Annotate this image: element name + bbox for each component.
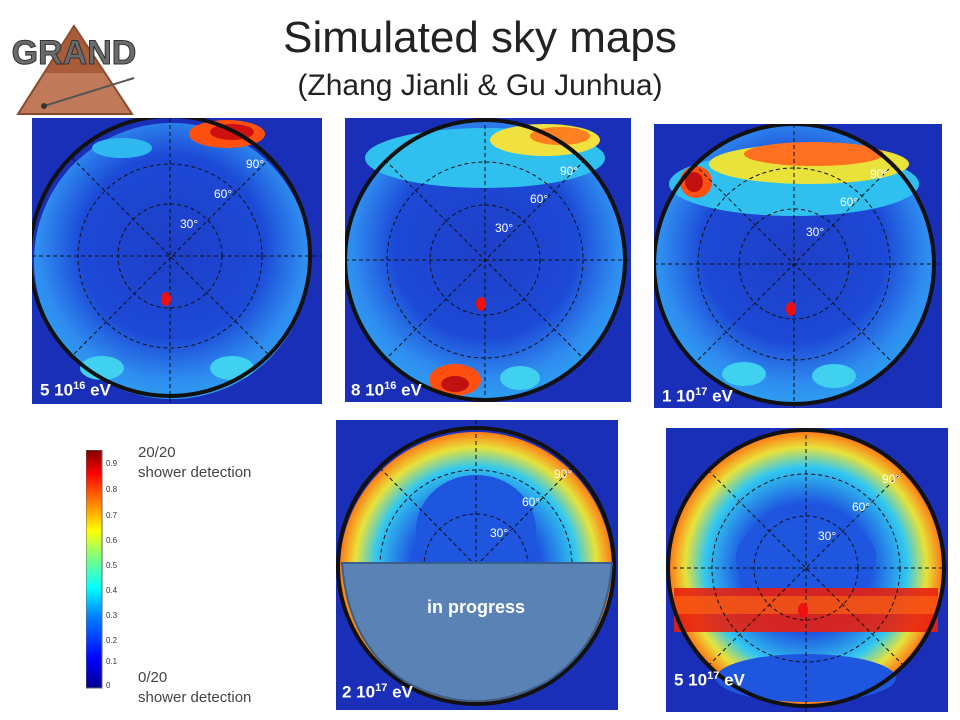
colorbar: 0.9 0.8 0.7 0.6 0.5 0.4 0.3 0.2 0.1 0 [85,449,120,690]
in-progress-overlay [340,562,614,702]
energy-label: 2 1017 eV [342,682,413,702]
colorbar-tick: 0.9 [106,459,118,468]
ring-label-90: 90° [870,167,888,181]
in-progress-label: in progress [427,597,525,617]
colorbar-tick: 0.2 [106,636,118,645]
ring-label-60: 60° [852,500,870,514]
energy-label: 8 1016 eV [351,380,422,400]
colorbar-tick: 0 [106,681,111,690]
sky-map-2: 30° 60° 90° 8 1016 eV [345,118,631,402]
source-marker-dot [476,297,486,311]
sky-map-1: 30° 60° 90° 5 1016 eV [32,118,322,404]
source-marker-dot [798,603,808,617]
colorbar-tick: 0.1 [106,657,118,666]
colorbar-tick: 0.8 [106,485,118,494]
colorbar-tick: 0.7 [106,511,118,520]
ring-label-30: 30° [490,526,508,540]
ring-label-60: 60° [522,495,540,509]
grand-logo: GRAND [4,18,144,118]
energy-label: 5 1017 eV [674,670,745,690]
slide-subtitle: (Zhang Jianli & Gu Junhua) [297,69,663,102]
ring-label-30: 30° [818,529,836,543]
sky-map-5: 30° 60° 90° 5 1017 eV [666,428,948,712]
sky-map-4: 30° 60° 90° in progress 2 1017 eV [336,420,618,710]
ring-label-30: 30° [180,217,198,231]
sky-map-3: 30° 60° 90° 1 1017 eV [654,124,942,408]
ring-label-90: 90° [554,467,572,481]
ring-label-60: 60° [530,192,548,206]
energy-label: 5 1016 eV [40,380,111,400]
logo-text: GRAND [12,34,137,72]
ring-label-90: 90° [246,157,264,171]
ring-label-90: 90° [560,164,578,178]
source-marker-dot [786,302,796,316]
colorbar-tick: 0.5 [106,561,118,570]
colorbar-tick: 0.4 [106,586,118,595]
ring-label-30: 30° [806,225,824,239]
source-marker-dot [161,292,171,306]
ring-label-90: 90° [882,472,900,486]
colorbar-bottom-label: 0/20 shower detection [138,669,252,706]
colorbar-tick: 0.3 [106,611,118,620]
colorbar-tick: 0.6 [106,536,118,545]
ring-label-30: 30° [495,221,513,235]
colorbar-top-label: 20/20 shower detection [138,444,252,481]
slide-title: Simulated sky maps [283,13,677,62]
ring-label-60: 60° [840,195,858,209]
energy-label: 1 1017 eV [662,386,733,406]
ring-label-60: 60° [214,187,232,201]
